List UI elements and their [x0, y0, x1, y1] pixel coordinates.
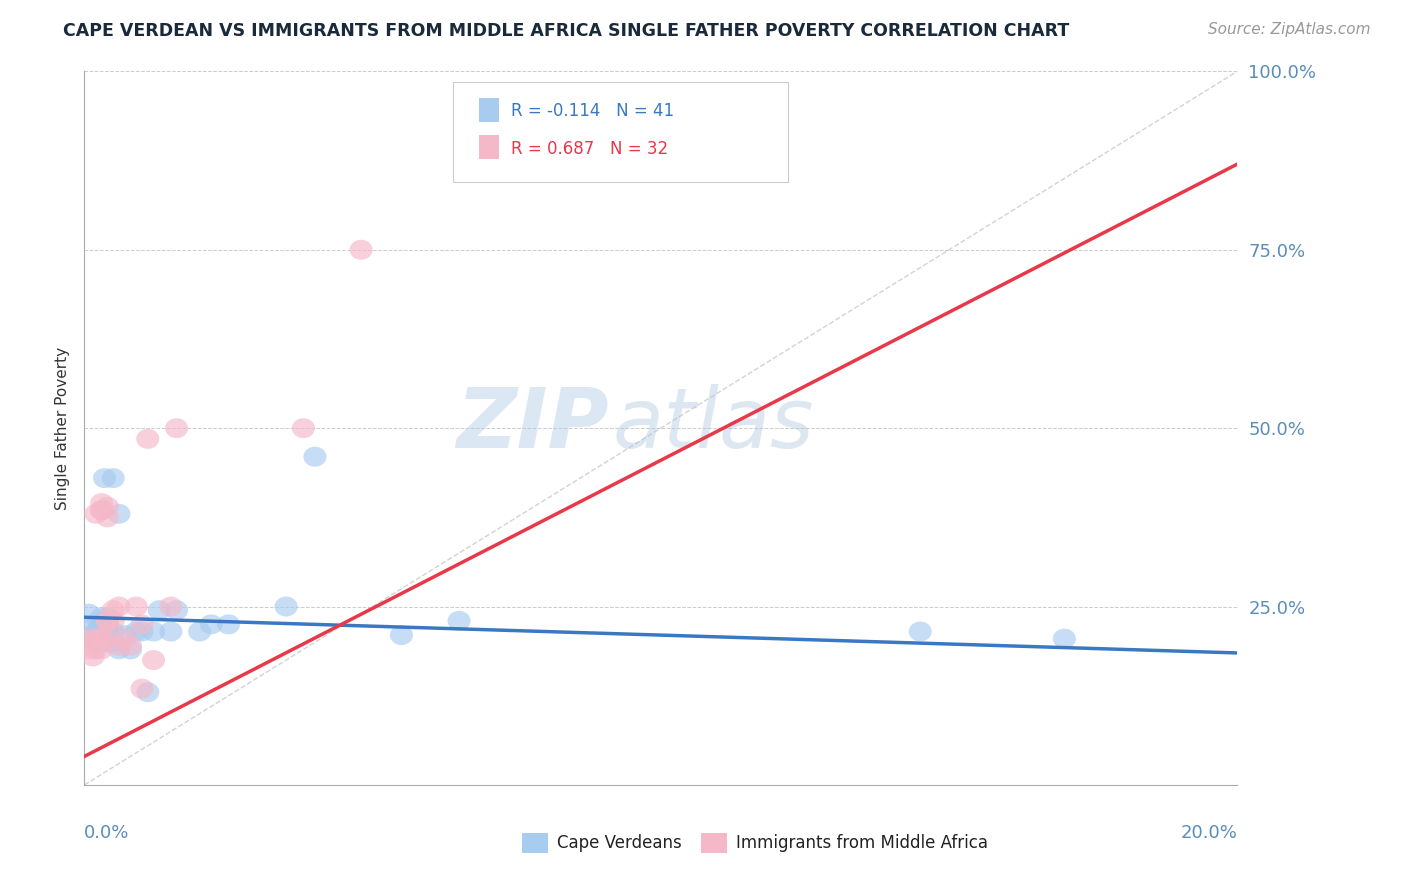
Ellipse shape [93, 468, 117, 488]
Ellipse shape [274, 597, 298, 616]
Ellipse shape [82, 647, 104, 666]
Ellipse shape [84, 629, 107, 648]
Ellipse shape [107, 597, 131, 616]
Ellipse shape [447, 611, 471, 631]
Ellipse shape [90, 607, 112, 627]
Ellipse shape [120, 636, 142, 656]
Ellipse shape [96, 611, 120, 631]
Ellipse shape [200, 615, 222, 634]
Ellipse shape [188, 622, 211, 641]
Ellipse shape [79, 640, 101, 659]
Ellipse shape [112, 629, 136, 648]
Ellipse shape [125, 597, 148, 616]
Ellipse shape [101, 632, 125, 652]
Ellipse shape [87, 618, 110, 638]
Ellipse shape [83, 625, 107, 645]
Text: CAPE VERDEAN VS IMMIGRANTS FROM MIDDLE AFRICA SINGLE FATHER POVERTY CORRELATION : CAPE VERDEAN VS IMMIGRANTS FROM MIDDLE A… [63, 22, 1070, 40]
Y-axis label: Single Father Poverty: Single Father Poverty [55, 347, 70, 509]
Ellipse shape [159, 622, 183, 641]
Ellipse shape [90, 500, 112, 520]
Ellipse shape [101, 622, 125, 641]
Text: 20.0%: 20.0% [1181, 824, 1237, 842]
Ellipse shape [96, 632, 120, 652]
Ellipse shape [101, 468, 125, 488]
Ellipse shape [142, 622, 165, 641]
Text: Source: ZipAtlas.com: Source: ZipAtlas.com [1208, 22, 1371, 37]
Ellipse shape [165, 418, 188, 438]
Ellipse shape [87, 622, 110, 641]
Ellipse shape [90, 493, 112, 513]
Ellipse shape [107, 640, 131, 659]
Ellipse shape [304, 447, 326, 467]
Text: ZIP: ZIP [457, 384, 609, 465]
Text: 0.0%: 0.0% [84, 824, 129, 842]
Ellipse shape [96, 622, 120, 641]
Ellipse shape [148, 600, 172, 620]
Ellipse shape [217, 615, 240, 634]
Ellipse shape [96, 611, 120, 631]
Ellipse shape [159, 597, 183, 616]
Ellipse shape [96, 508, 120, 527]
Ellipse shape [96, 615, 120, 634]
Ellipse shape [131, 679, 153, 698]
Ellipse shape [107, 636, 131, 656]
Ellipse shape [90, 632, 112, 652]
Text: Immigrants from Middle Africa: Immigrants from Middle Africa [735, 834, 988, 852]
Ellipse shape [87, 629, 110, 648]
Ellipse shape [79, 629, 101, 648]
Ellipse shape [101, 600, 125, 620]
Ellipse shape [101, 611, 125, 631]
Ellipse shape [389, 625, 413, 645]
Ellipse shape [84, 632, 107, 652]
Ellipse shape [82, 618, 104, 638]
Ellipse shape [96, 618, 120, 638]
Text: Cape Verdeans: Cape Verdeans [557, 834, 682, 852]
FancyBboxPatch shape [523, 833, 548, 853]
Ellipse shape [908, 622, 932, 641]
Ellipse shape [84, 640, 107, 659]
FancyBboxPatch shape [453, 82, 787, 182]
Ellipse shape [165, 600, 188, 620]
FancyBboxPatch shape [478, 98, 499, 121]
Ellipse shape [142, 650, 165, 670]
Ellipse shape [107, 504, 131, 524]
Ellipse shape [96, 607, 120, 627]
FancyBboxPatch shape [702, 833, 727, 853]
Text: R = -0.114   N = 41: R = -0.114 N = 41 [510, 102, 673, 120]
Ellipse shape [292, 418, 315, 438]
Ellipse shape [112, 625, 136, 645]
Ellipse shape [90, 640, 112, 659]
Ellipse shape [120, 640, 142, 659]
Ellipse shape [90, 500, 112, 520]
Ellipse shape [136, 682, 159, 702]
Ellipse shape [350, 240, 373, 260]
Ellipse shape [77, 604, 100, 624]
Ellipse shape [90, 625, 112, 645]
Ellipse shape [136, 429, 159, 449]
Ellipse shape [131, 615, 153, 634]
FancyBboxPatch shape [478, 136, 499, 160]
Ellipse shape [84, 504, 107, 524]
Ellipse shape [131, 622, 153, 641]
Ellipse shape [125, 622, 148, 641]
Text: R = 0.687   N = 32: R = 0.687 N = 32 [510, 140, 668, 158]
Ellipse shape [90, 629, 112, 648]
Ellipse shape [96, 629, 120, 648]
Text: atlas: atlas [613, 384, 814, 465]
Ellipse shape [1053, 629, 1076, 648]
Ellipse shape [90, 622, 112, 641]
Ellipse shape [96, 497, 120, 516]
Ellipse shape [90, 615, 112, 634]
Ellipse shape [84, 622, 107, 641]
